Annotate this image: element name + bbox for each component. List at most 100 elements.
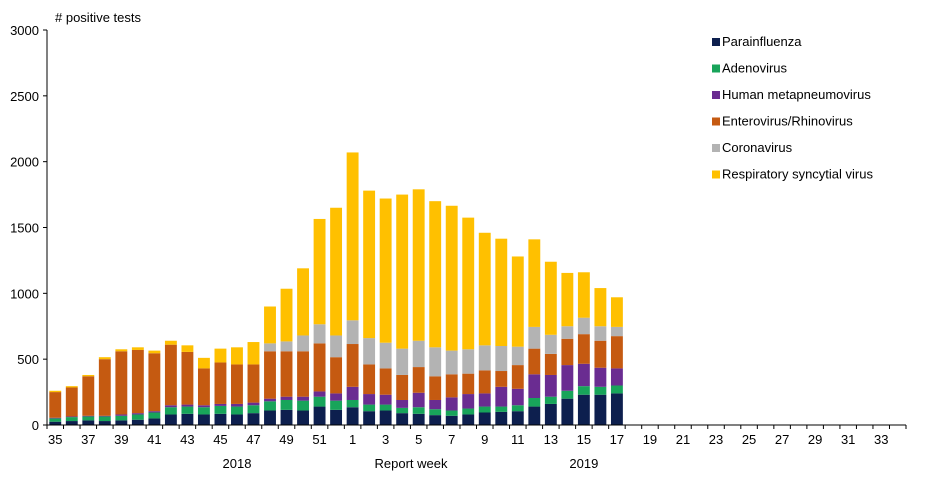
bar-segment	[610, 336, 623, 369]
bar-segment	[313, 406, 326, 425]
bar-segment	[82, 374, 95, 377]
bar-segment	[164, 414, 177, 425]
bar-segment	[214, 403, 227, 406]
bar-segment	[197, 405, 210, 408]
bar-segment	[561, 338, 574, 366]
bar-segment	[478, 370, 491, 394]
bar-segment	[98, 416, 111, 422]
bar-segment	[148, 411, 161, 413]
legend-label: Adenovirus	[722, 61, 788, 76]
bar-segment	[462, 217, 475, 350]
bar-segment	[115, 349, 128, 352]
bar-segment	[412, 367, 425, 393]
bar-segment	[82, 416, 95, 421]
x-tick-label: 29	[808, 432, 822, 447]
y-tick-label: 500	[17, 352, 39, 367]
bar-segment	[363, 190, 376, 339]
bar-segment	[297, 396, 309, 401]
bar-segment	[181, 351, 194, 405]
bar-segment	[98, 357, 111, 360]
legend-label: Human metapneumovirus	[722, 87, 871, 102]
bar-segment	[346, 344, 359, 387]
bar-segment	[511, 405, 524, 412]
bar-segment	[462, 408, 475, 415]
legend: Parainfluenza Adenovirus Human metapneumov…	[712, 34, 873, 182]
bar-segment	[577, 394, 590, 425]
bar-segment	[379, 394, 392, 405]
bar-segment	[197, 414, 210, 425]
bar-segment	[544, 334, 557, 354]
x-tick-label: 35	[48, 432, 62, 447]
bar-segment	[148, 418, 161, 425]
bar-segment	[231, 403, 243, 407]
bar-segment	[412, 392, 425, 408]
bar-segment	[131, 347, 144, 350]
bar-segment	[544, 396, 557, 404]
bar-segment	[594, 288, 607, 327]
bar-segment	[445, 374, 458, 398]
bar-segment	[429, 415, 442, 426]
bar-segment	[528, 348, 541, 375]
bar-segment	[330, 409, 343, 425]
bar-segment	[115, 415, 128, 421]
bar-segment	[462, 394, 475, 409]
bar-segment	[115, 351, 128, 415]
legend-swatch	[712, 38, 720, 46]
bar-segment	[412, 407, 425, 414]
y-tick-label: 1000	[10, 286, 39, 301]
bar-segment	[528, 406, 541, 425]
x-axis-title: Report week	[375, 456, 448, 471]
bar-segment	[561, 398, 574, 425]
bar-segment	[148, 353, 161, 412]
legend-item: Coronavirus	[712, 140, 793, 155]
y-tick-label: 1500	[10, 221, 39, 236]
bar-segment	[280, 341, 293, 352]
bar-segment	[594, 326, 607, 341]
bar-segment	[528, 374, 541, 399]
bar-segment	[330, 335, 343, 358]
bar-segment	[445, 397, 458, 411]
bars-layer	[49, 152, 623, 426]
x-tick-label: 13	[544, 432, 558, 447]
bar-segment	[115, 420, 128, 425]
x-tick-label: 49	[279, 432, 293, 447]
bar-segment	[396, 194, 409, 349]
y-tick-label: 2500	[10, 89, 39, 104]
bar-segment	[495, 238, 508, 346]
legend-swatch	[712, 144, 720, 152]
bar-segment	[297, 400, 309, 411]
x-tick-label: 3	[382, 432, 389, 447]
x-tick-label: 39	[114, 432, 128, 447]
bar-segment	[511, 388, 524, 406]
x-tick-label: 31	[841, 432, 855, 447]
bar-segment	[577, 272, 590, 318]
bar-segment	[313, 396, 326, 407]
bar-segment	[396, 399, 409, 408]
bar-segment	[181, 406, 194, 414]
bar-segment	[445, 205, 458, 351]
bar-segment	[247, 342, 260, 365]
bar-segment	[313, 343, 326, 392]
bar-segment	[297, 335, 309, 352]
bar-segment	[462, 414, 475, 425]
bar-segment	[412, 413, 425, 425]
bar-segment	[445, 350, 458, 375]
bar-segment	[247, 364, 260, 403]
bar-segment	[429, 376, 442, 400]
bar-segment	[528, 326, 541, 349]
x-tick-label: 9	[481, 432, 488, 447]
bar-segment	[396, 374, 409, 400]
bar-segment	[429, 201, 442, 348]
bar-segment	[131, 414, 144, 420]
bar-segment	[511, 365, 524, 389]
x-tick-label: 33	[874, 432, 888, 447]
bar-segment	[495, 386, 508, 407]
bar-segment	[231, 414, 243, 425]
bar-segment	[462, 373, 475, 395]
bar-segment	[164, 344, 177, 406]
bar-segment	[264, 306, 276, 344]
bar-segment	[82, 415, 95, 417]
bar-segment	[511, 256, 524, 347]
bar-segment	[231, 347, 243, 365]
bar-segment	[247, 413, 260, 425]
